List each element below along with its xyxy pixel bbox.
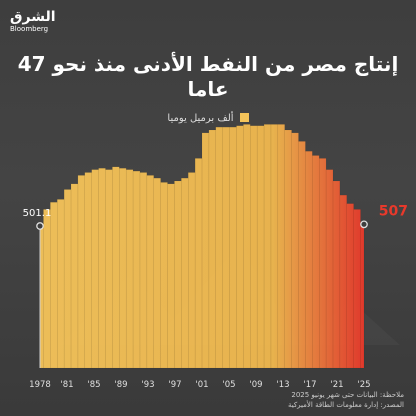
brand-logo: الشرق Bloomberg (10, 10, 58, 34)
x-tick-label: '81 (60, 380, 73, 390)
x-tick-label: '97 (168, 380, 181, 390)
bar-1996 (160, 182, 168, 369)
bar-2014 (284, 129, 292, 369)
bar-2023 (346, 203, 354, 369)
bar-2011 (263, 124, 272, 369)
x-tick-label: '17 (303, 380, 316, 390)
bar-2001 (194, 158, 203, 369)
x-tick-label: '05 (222, 380, 235, 390)
x-tick-label: '89 (114, 380, 127, 390)
bars-group (39, 124, 365, 369)
bar-1984 (77, 175, 86, 369)
bar-1982 (63, 189, 72, 369)
x-tick-label: '21 (330, 380, 343, 390)
bar-2003 (208, 129, 216, 369)
bar-1993 (139, 172, 148, 369)
data-note: ملاحظة: البيانات حتى شهر يونيو 2025 (291, 391, 404, 399)
bar-2020 (325, 169, 334, 369)
x-tick-label: '25 (357, 380, 370, 390)
bar-1983 (70, 183, 79, 369)
end-value-label: 507 (379, 203, 408, 219)
x-tick-label: 1978 (29, 380, 51, 390)
bar-1991 (125, 169, 134, 369)
bar-2019 (318, 158, 327, 369)
x-tick-label: '13 (276, 380, 289, 390)
bar-1995 (153, 177, 161, 369)
bar-1990 (119, 168, 127, 369)
bar-1981 (57, 199, 65, 369)
bar-1986 (91, 169, 99, 369)
logo-arabic: الشرق (10, 9, 56, 25)
bar-2006 (229, 126, 237, 369)
bar-1994 (146, 175, 154, 369)
bar-1998 (174, 180, 182, 369)
bar-2005 (222, 126, 230, 369)
bar-2008 (243, 124, 251, 369)
x-tick-label: '93 (141, 380, 154, 390)
bar-1992 (132, 170, 141, 369)
bar-2016 (298, 141, 306, 369)
bar-2021 (332, 180, 341, 369)
bar-1997 (167, 183, 175, 369)
end-markers: 501.1 507 (23, 203, 408, 368)
bar-1989 (112, 166, 120, 369)
legend-label: ألف برميل يوميا (167, 113, 234, 124)
start-value-label: 501.1 (23, 208, 52, 219)
start-marker (36, 222, 44, 230)
bar-1980 (50, 202, 58, 369)
bar-2018 (312, 155, 320, 369)
chart-title: إنتاج مصر من النفط الأدنى منذ نحو 47 عام… (17, 52, 399, 101)
bars-area (40, 124, 364, 368)
logo-english: Bloomberg (10, 25, 49, 33)
legend-swatch (239, 113, 249, 122)
bar-2022 (339, 194, 347, 369)
bar-2010 (256, 125, 265, 369)
bar-2007 (236, 125, 244, 369)
bar-2009 (250, 125, 258, 369)
bar-2000 (188, 172, 196, 369)
bar-1999 (181, 177, 189, 369)
bar-2013 (277, 124, 285, 369)
source-note: المصدر: إدارة معلومات الطاقة الأميركية (287, 401, 404, 409)
x-tick-label: '85 (87, 380, 100, 390)
x-axis-ticks: 1978 '81 '85 '89 '93 '97 '01 '05 '09 '13 '17 '21 '25 (29, 380, 370, 390)
x-tick-label: '09 (249, 380, 262, 390)
bar-1988 (105, 169, 113, 369)
legend: ألف برميل يوميا (0, 112, 416, 126)
bar-2024 (353, 209, 361, 369)
x-tick-label: '01 (195, 380, 208, 390)
bar-2012 (270, 124, 279, 369)
end-marker (360, 220, 368, 229)
bar-1987 (98, 168, 106, 369)
bar-2002 (201, 132, 210, 369)
footnotes: ملاحظة: البيانات حتى شهر يونيو 2025 المص… (104, 390, 404, 410)
bar-1979 (43, 209, 51, 369)
bar-2015 (291, 132, 299, 369)
bar-2004 (215, 126, 223, 369)
bar-2017 (305, 151, 313, 369)
bar-1985 (84, 172, 92, 369)
